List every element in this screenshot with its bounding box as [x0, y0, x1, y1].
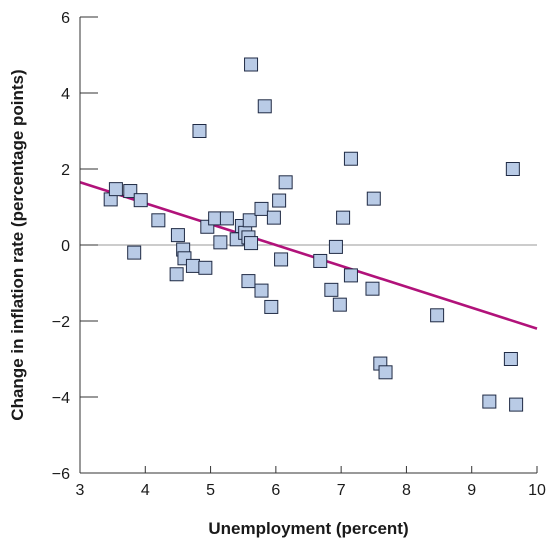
data-point [324, 282, 339, 297]
x-tick-label: 7 [337, 482, 346, 499]
data-point [272, 193, 287, 208]
data-point [213, 235, 228, 250]
data-point [343, 268, 358, 283]
data-point [254, 201, 269, 216]
x-axis-ticks: 3 4 5 6 7 8 9 10 [76, 466, 546, 499]
y-tick-label: 6 [61, 10, 70, 27]
data-point [505, 162, 520, 176]
data-point [244, 57, 259, 72]
trend-line-group [79, 181, 538, 330]
data-point [127, 245, 142, 260]
data-point [108, 182, 123, 197]
data-point [219, 211, 234, 226]
x-tick-label: 4 [141, 482, 150, 499]
data-point [151, 213, 166, 228]
x-tick-label: 9 [467, 482, 476, 499]
data-point [241, 274, 256, 289]
data-point [274, 252, 289, 267]
data-point [123, 184, 138, 199]
data-point [133, 193, 148, 208]
y-axis-ticks: 6 4 2 0 −2 −4 −6 [52, 10, 98, 483]
data-point [365, 281, 380, 296]
data-points [103, 57, 524, 412]
data-point [509, 397, 524, 412]
data-point [170, 228, 185, 243]
trend-line [79, 181, 538, 330]
x-tick-label: 5 [206, 482, 215, 499]
data-point [208, 211, 223, 226]
data-point [254, 283, 269, 298]
data-point [242, 213, 257, 228]
data-point [482, 394, 497, 409]
data-point [266, 210, 281, 225]
data-point [264, 299, 279, 314]
x-tick-label: 8 [402, 482, 411, 499]
data-point [198, 260, 213, 275]
data-point [332, 297, 347, 312]
y-axis-title: Change in inflation rate (percentage poi… [8, 69, 27, 420]
x-tick-label: 6 [271, 482, 280, 499]
plot-area [79, 57, 538, 412]
data-point [328, 239, 343, 254]
y-tick-label: 0 [61, 238, 70, 255]
x-tick-label: 3 [76, 482, 85, 499]
data-point [244, 236, 259, 251]
data-point [378, 365, 393, 380]
x-axis-title: Unemployment (percent) [208, 519, 408, 538]
data-point [278, 175, 293, 190]
data-point [313, 253, 328, 268]
data-point [185, 258, 200, 273]
y-tick-label: 4 [61, 86, 70, 103]
y-tick-label: −2 [52, 314, 70, 331]
data-point [336, 210, 351, 225]
data-point [366, 191, 381, 206]
y-tick-label: −6 [52, 466, 70, 483]
data-point [430, 308, 445, 323]
y-tick-label: −4 [52, 390, 70, 407]
y-tick-label: 2 [61, 162, 70, 179]
data-point [257, 99, 272, 114]
data-point [192, 124, 207, 138]
x-tick-label: 10 [528, 482, 546, 499]
data-point [343, 151, 358, 166]
data-point [169, 267, 184, 282]
data-point [503, 352, 518, 366]
